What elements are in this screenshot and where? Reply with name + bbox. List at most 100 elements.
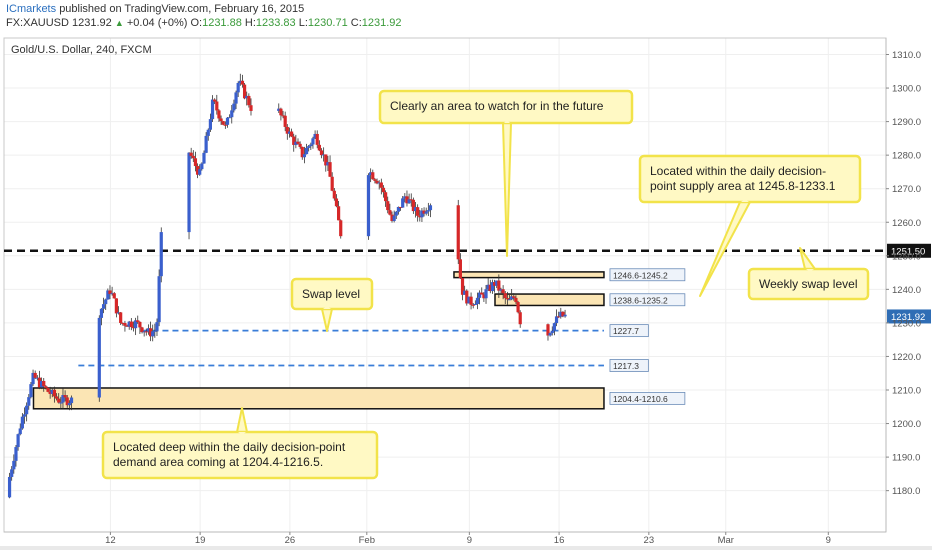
candle-body <box>67 403 71 406</box>
publisher-name[interactable]: ICmarkets <box>6 3 57 15</box>
candle-body <box>475 297 480 305</box>
candle-body <box>97 317 101 398</box>
up-triangle-icon: ▲ <box>114 18 124 28</box>
candle-body <box>300 146 304 158</box>
candle-body <box>228 117 232 119</box>
candle-body <box>388 210 392 215</box>
candle-body <box>478 292 482 298</box>
price-tick-label: 1250.0 <box>892 251 921 262</box>
candle-body <box>277 108 281 111</box>
candle-body <box>467 296 471 304</box>
candle-body <box>204 135 208 153</box>
level-label-box <box>609 359 649 372</box>
price-tick-label: 1220.0 <box>892 352 921 363</box>
candle-body <box>471 304 475 306</box>
time-tick-label: 16 <box>554 535 565 546</box>
callout-text: point supply area at 1245.8-1233.1 <box>650 179 836 193</box>
candle-body <box>409 199 413 201</box>
candle-body <box>426 210 430 212</box>
candle-body <box>328 162 332 177</box>
candle-body <box>131 327 136 329</box>
candle-body <box>35 377 39 379</box>
candle-body <box>236 82 240 93</box>
candle-body <box>482 294 486 299</box>
candle-body <box>377 182 381 184</box>
bottom-border <box>0 546 932 550</box>
candle-body <box>298 143 302 147</box>
candle-body <box>50 389 54 394</box>
high-value: 1233.83 <box>255 17 296 29</box>
price-tick-label: 1300.0 <box>892 84 921 95</box>
candle-body <box>159 232 163 277</box>
candle-body <box>463 290 467 295</box>
candle-body <box>140 327 144 333</box>
candle-body <box>25 405 29 415</box>
candle-body <box>311 138 315 145</box>
candle-body <box>366 175 371 237</box>
price-chart[interactable]: Gold/U.S. Dollar, 240, FXCM 1246.6-1245.… <box>0 34 932 546</box>
candle-body <box>332 190 336 199</box>
candle-body <box>505 298 509 300</box>
zone-label-box <box>609 293 686 307</box>
candle-body <box>144 331 148 333</box>
candle-body <box>129 321 133 328</box>
candle-body <box>563 314 567 317</box>
price-tick-label: 1230.0 <box>892 318 921 329</box>
price-tick-label: 1290.0 <box>892 117 921 128</box>
annotation-callout: Weekly swap level <box>747 247 870 301</box>
candle-body <box>379 182 383 188</box>
chart-title: Gold/U.S. Dollar, 240, FXCM <box>11 44 152 56</box>
candle-body <box>134 320 138 329</box>
candle-body <box>401 198 405 208</box>
candle-body <box>396 206 401 212</box>
candle-body <box>155 322 159 331</box>
level-label: 1217.3 <box>613 361 639 371</box>
candle-body <box>151 331 155 337</box>
candle-body <box>285 126 289 134</box>
price-axis[interactable]: 1180.0 1190.0 1200.0 1210.0 1220.0 1230.0 1240… <box>885 38 921 532</box>
candle-body <box>63 395 67 398</box>
callout-text: Clearly an area to watch for in the futu… <box>390 99 604 113</box>
candle-body <box>550 330 554 334</box>
candle-body <box>559 311 563 317</box>
candle-body <box>234 92 238 104</box>
time-axis[interactable]: 12 19 26 Feb 9 16 23 Mar 9 <box>4 531 886 546</box>
candle-body <box>418 215 422 218</box>
candle-body <box>40 380 44 388</box>
candle-body <box>232 103 236 111</box>
candle-body <box>44 386 48 388</box>
candle-body <box>334 198 339 207</box>
candle-body <box>548 333 552 336</box>
low-value: 1230.71 <box>307 17 348 29</box>
candle-body <box>37 377 42 388</box>
candle-body <box>59 402 63 404</box>
candle-body <box>371 172 375 180</box>
candle-body <box>157 276 161 323</box>
candle-body <box>420 210 424 218</box>
candle-body <box>33 372 37 378</box>
candle-body <box>215 101 219 111</box>
candle-body <box>394 211 398 216</box>
candle-body <box>125 325 129 327</box>
candle-body <box>101 304 106 309</box>
candle-body <box>208 119 212 130</box>
candle-body <box>488 284 492 292</box>
candle-body <box>324 154 328 166</box>
time-tick-label: 26 <box>285 535 296 546</box>
candle-body <box>552 323 556 331</box>
price-tick-label: 1190.0 <box>892 453 920 464</box>
candle-body <box>10 469 14 477</box>
callout-text: Located deep within the daily decision-p… <box>113 440 346 454</box>
price-tick-label: 1260.0 <box>892 218 921 229</box>
zone-label: 1204.4-1210.6 <box>613 394 668 404</box>
candle-body <box>127 321 131 327</box>
candle-body <box>217 110 221 119</box>
candle-body <box>512 296 516 298</box>
candle-body <box>516 302 520 313</box>
callout-text: Weekly swap level <box>759 277 857 291</box>
candle-body <box>114 298 118 314</box>
candle-body <box>458 259 462 279</box>
open-label: O: <box>190 17 203 29</box>
candle-body <box>339 220 343 237</box>
candle-body <box>279 108 283 116</box>
